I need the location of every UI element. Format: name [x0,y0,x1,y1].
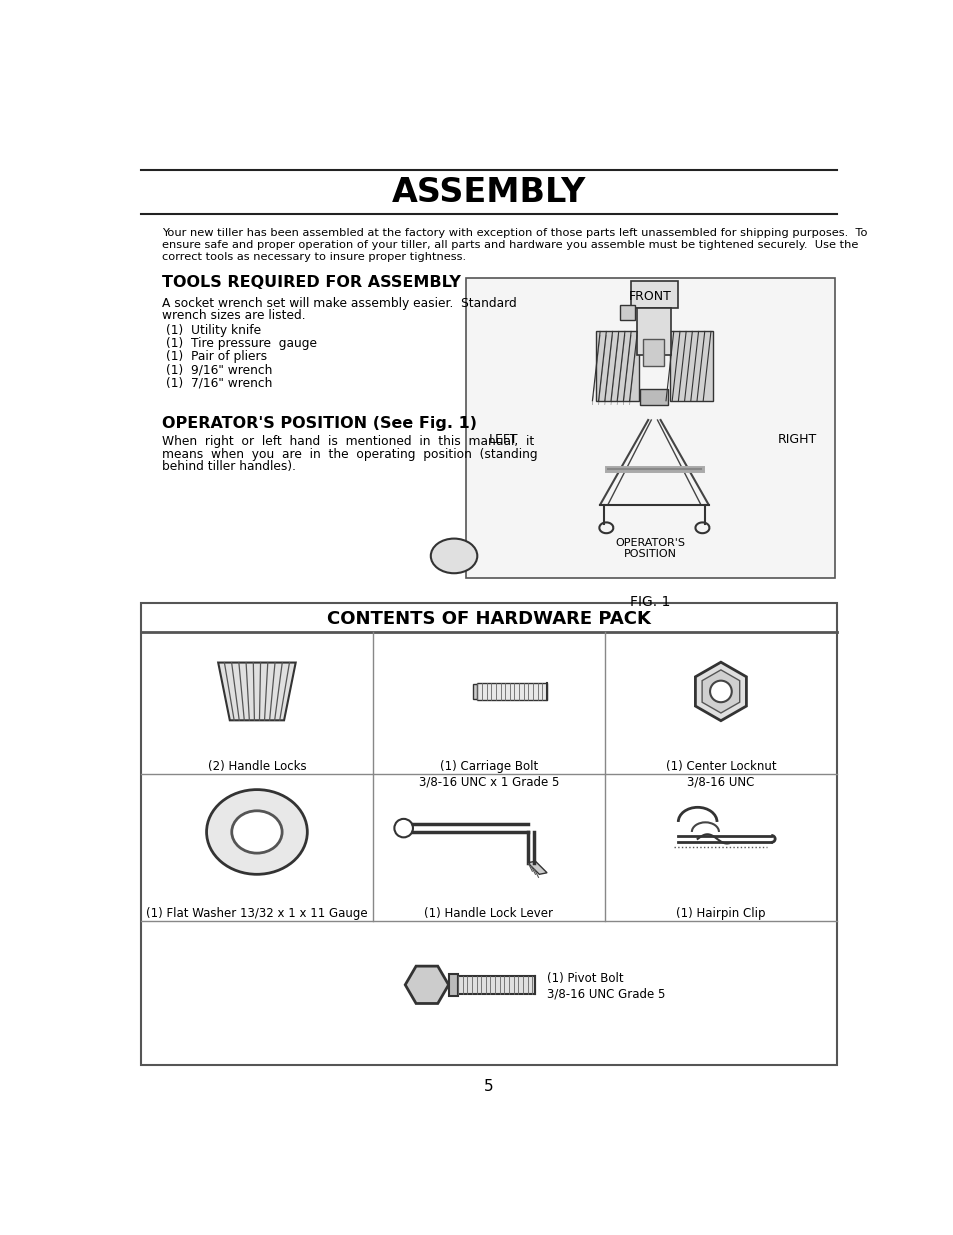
Text: (1)  7/16" wrench: (1) 7/16" wrench [166,377,272,389]
Polygon shape [701,669,739,713]
Ellipse shape [232,811,282,853]
Text: (1) Flat Washer 13/32 x 1 x 11 Gauge: (1) Flat Washer 13/32 x 1 x 11 Gauge [146,906,367,920]
Text: TOOLS REQUIRED FOR ASSEMBLY: TOOLS REQUIRED FOR ASSEMBLY [162,275,460,290]
Bar [466,278,834,578]
Text: (1) Handle Lock Lever: (1) Handle Lock Lever [424,906,553,920]
Bar [476,683,546,700]
Text: (1) Hairpin Clip: (1) Hairpin Clip [676,906,765,920]
Ellipse shape [207,789,307,874]
Text: OPERATOR'S POSITION (See Fig. 1): OPERATOR'S POSITION (See Fig. 1) [162,416,476,431]
Text: RIGHT: RIGHT [777,432,816,446]
Text: correct tools as necessary to insure proper tightness.: correct tools as necessary to insure pro… [162,252,465,262]
Ellipse shape [431,538,476,573]
Text: (1)  9/16" wrench: (1) 9/16" wrench [166,363,272,375]
Circle shape [394,819,413,837]
Text: FRONT: FRONT [628,290,671,303]
Bar [642,340,664,366]
Text: When  right  or  left  hand  is  mentioned  in  this  manual,  it: When right or left hand is mentioned in … [162,436,534,448]
Bar [618,305,635,320]
Text: (1) Pivot Bolt
3/8-16 UNC Grade 5: (1) Pivot Bolt 3/8-16 UNC Grade 5 [546,972,665,1000]
Text: 5: 5 [483,1078,494,1093]
Bar [596,331,639,401]
Polygon shape [527,861,546,874]
Polygon shape [695,662,745,721]
Text: wrench sizes are listed.: wrench sizes are listed. [162,309,305,322]
Text: behind tiller handles).: behind tiller handles). [162,461,295,473]
Bar [473,684,482,699]
Text: (1)  Tire pressure  gauge: (1) Tire pressure gauge [166,337,316,350]
Text: LEFT: LEFT [488,432,517,446]
Text: A socket wrench set will make assembly easier.  Standard: A socket wrench set will make assembly e… [162,296,517,310]
Bar [141,603,836,1065]
Text: FIG. 1: FIG. 1 [630,595,670,609]
Text: means  when  you  are  in  the  operating  position  (standing: means when you are in the operating posi… [162,448,537,461]
Text: (2) Handle Locks: (2) Handle Locks [208,761,306,773]
Text: OPERATOR'S
POSITION: OPERATOR'S POSITION [615,537,685,559]
Bar [639,389,668,405]
Text: (1) Carriage Bolt
3/8-16 UNC x 1 Grade 5: (1) Carriage Bolt 3/8-16 UNC x 1 Grade 5 [418,761,558,788]
Bar [448,974,457,995]
Circle shape [709,680,731,703]
Text: (1)  Utility knife: (1) Utility knife [166,324,260,337]
Text: ASSEMBLY: ASSEMBLY [392,177,585,210]
Text: ensure safe and proper operation of your tiller, all parts and hardware you asse: ensure safe and proper operation of your… [162,240,858,249]
Bar [457,976,535,994]
Text: (1)  Pair of pliers: (1) Pair of pliers [166,350,267,363]
Text: CONTENTS OF HARDWARE PACK: CONTENTS OF HARDWARE PACK [327,610,650,627]
Text: (1) Center Locknut
3/8-16 UNC: (1) Center Locknut 3/8-16 UNC [665,761,776,788]
Polygon shape [405,966,448,1004]
Bar [631,282,677,309]
Polygon shape [218,662,295,720]
Bar [637,309,671,354]
Bar [669,331,712,401]
Text: Your new tiller has been assembled at the factory with exception of those parts : Your new tiller has been assembled at th… [162,227,866,237]
